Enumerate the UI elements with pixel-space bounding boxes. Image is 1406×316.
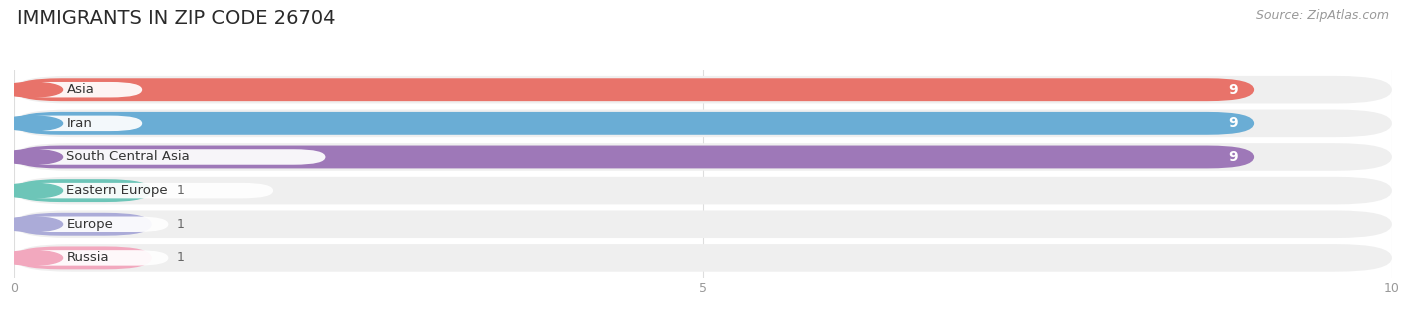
FancyBboxPatch shape	[14, 179, 152, 202]
FancyBboxPatch shape	[14, 112, 1254, 135]
FancyBboxPatch shape	[14, 146, 1254, 168]
Text: Eastern Europe: Eastern Europe	[66, 184, 169, 197]
Circle shape	[1, 251, 62, 265]
FancyBboxPatch shape	[14, 110, 1392, 137]
Text: 9: 9	[1227, 116, 1237, 130]
FancyBboxPatch shape	[14, 149, 325, 165]
FancyBboxPatch shape	[14, 116, 142, 131]
Circle shape	[1, 82, 62, 97]
FancyBboxPatch shape	[14, 177, 1392, 204]
FancyBboxPatch shape	[14, 143, 1392, 171]
Text: 1: 1	[177, 218, 184, 231]
FancyBboxPatch shape	[14, 183, 273, 198]
Text: 1: 1	[177, 252, 184, 264]
FancyBboxPatch shape	[14, 246, 152, 269]
Text: Source: ZipAtlas.com: Source: ZipAtlas.com	[1256, 9, 1389, 22]
Text: Europe: Europe	[66, 218, 114, 231]
Text: South Central Asia: South Central Asia	[66, 150, 190, 163]
Text: IMMIGRANTS IN ZIP CODE 26704: IMMIGRANTS IN ZIP CODE 26704	[17, 9, 336, 28]
Text: 1: 1	[177, 184, 184, 197]
Text: 9: 9	[1227, 83, 1237, 97]
FancyBboxPatch shape	[14, 78, 1254, 101]
Circle shape	[1, 149, 62, 164]
Circle shape	[1, 116, 62, 131]
FancyBboxPatch shape	[14, 76, 1392, 104]
FancyBboxPatch shape	[14, 210, 1392, 238]
Text: Russia: Russia	[66, 252, 110, 264]
Text: Asia: Asia	[66, 83, 94, 96]
Text: Iran: Iran	[66, 117, 93, 130]
FancyBboxPatch shape	[14, 213, 152, 236]
Circle shape	[1, 183, 62, 198]
Circle shape	[1, 217, 62, 232]
FancyBboxPatch shape	[14, 250, 169, 266]
FancyBboxPatch shape	[14, 244, 1392, 272]
FancyBboxPatch shape	[14, 82, 142, 97]
FancyBboxPatch shape	[14, 216, 169, 232]
Text: 9: 9	[1227, 150, 1237, 164]
